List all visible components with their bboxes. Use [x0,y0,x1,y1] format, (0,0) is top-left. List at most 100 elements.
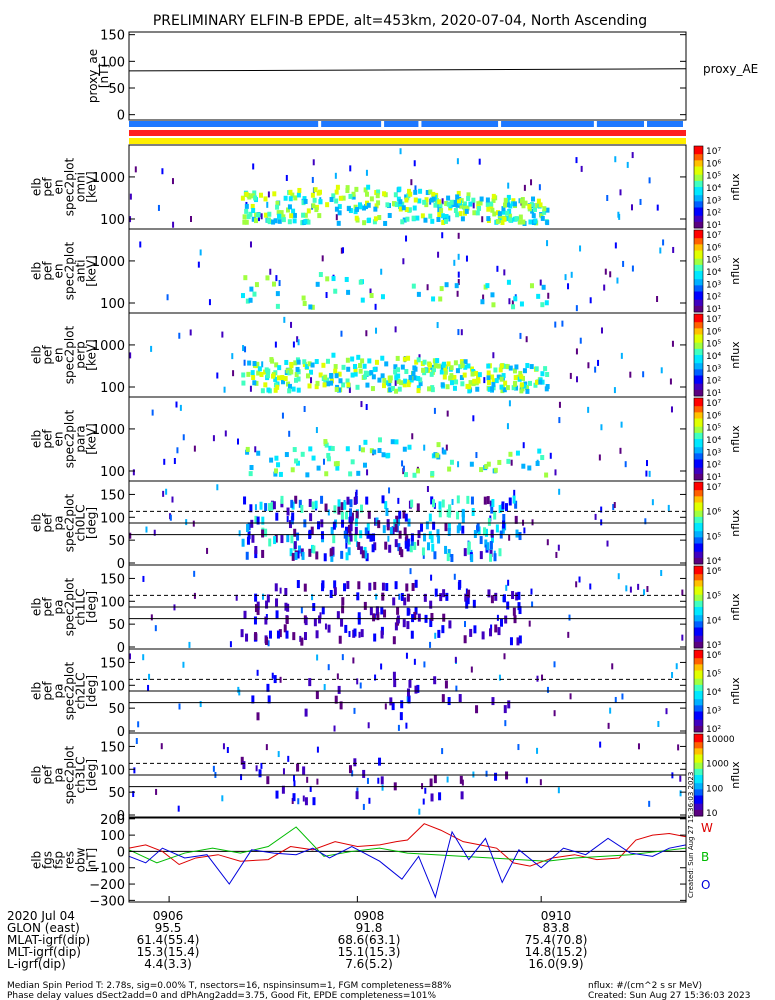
spec-perp-cell [522,383,527,389]
spec-ch0lc-cell [291,512,295,521]
spec-perp-cell [396,378,401,384]
spec-ch1lc-cell [441,625,445,634]
spec-para-ylabel-line: [keV] [85,423,99,454]
spec-ch3lc-cell [302,766,306,775]
fgs-ylabel-line: fsp [52,851,66,869]
spec-omni-colorbar-step [694,187,703,190]
spec-ch0lc-cell [272,501,276,510]
spec-perp-cell [356,354,361,360]
spec-ch0lc-cell [293,541,297,550]
spec-omni-cell [376,189,381,195]
spec-ch0lc-cell [463,548,467,557]
spec-ch1lc-cell [343,583,347,592]
spec-anti-cell [519,301,524,307]
spec-ch0lc-ytick-label: 50 [108,534,125,549]
spec-para-cell [269,457,274,463]
spec-para-colorbar-step [694,412,703,415]
spec-ch1lc-ylabel-line: elb [30,598,44,616]
spec-ch2lc-cell [475,705,479,714]
spec-perp-cell [519,374,524,380]
spec-perp-colorbar-step [694,379,703,383]
spec-ch2lc-cell [536,675,539,682]
spec-perp-cell [486,370,491,376]
spec-para-cell [535,461,540,467]
spec-ch0lc-cell [345,534,349,543]
spec-perp-cell [511,385,516,391]
spec-para-colorbar-step [694,439,703,442]
spec-anti-cell [506,279,511,285]
spec-anti-colorbar-step [694,297,703,301]
spec-ch2lc-cell [406,688,410,697]
spec-omni-cell [438,203,443,209]
spec-anti-cell [426,284,429,291]
spec-perp-cell [519,382,524,388]
spec-ch0lc-cell [446,509,450,518]
spec-para-cell [554,469,557,476]
spec-ch0lc-cell [347,524,351,533]
spec-ch3lc-colorbar-tick: 10 [706,809,718,819]
fgs-series-b [128,826,687,864]
spec-ch1lc-colorbar-step [694,590,703,594]
spec-para-cell [254,446,257,453]
spec-omni-cell [394,202,399,208]
spec-omni-cell [508,213,513,219]
spec-ch3lc-cell [536,747,539,754]
ephem-cell: 91.8 [356,921,383,935]
spec-omni-cell [287,219,292,225]
spec-ch2lc-cell [148,673,151,680]
spec-ch0lc-cell [398,510,402,519]
spec-ch1lc-cell [487,589,491,598]
spec-para-cell [508,451,513,457]
spec-omni-cell [373,206,378,212]
spec-ch3lc-cell [240,774,243,781]
spec-perp-cell [296,336,299,343]
spec-ch0lc-cell [406,543,410,552]
spec-omni-cell [440,213,445,219]
spec-anti-cell [243,275,248,281]
spec-para-cell [506,458,511,464]
spec-perp-cell [544,386,549,392]
spec-ch2lc-colorbar-step [694,695,703,698]
spec-perp-cell [261,361,264,368]
spec-anti-ylabel-line: [keV] [85,255,99,286]
spec-perp-colorbar-step [694,344,703,348]
spec-ch2lc-cell [609,707,612,714]
spec-omni-cell [486,216,491,222]
spec-ch0lc-cell [502,520,506,529]
spec-para-colorbar-step [694,422,703,426]
spec-omni-ylabel-line: en [52,180,66,195]
spec-ch0lc-cell [410,499,414,508]
spec-para-cell [358,445,361,452]
spec-ch1lc-cell [319,612,322,619]
spec-ch2lc-ylabel-line: spec2plot [63,661,77,720]
spec-ch0lc-cell [332,521,336,530]
spec-ch1lc-cell [321,583,325,592]
spec-omni-cell [521,219,526,225]
spec-ch0lc-cell [479,551,483,560]
spec-perp-cell [241,372,246,378]
spec-ch3lc-cell [240,756,244,765]
spec-ch3lc-cell [355,791,359,800]
spec-perp-cell [350,372,355,378]
spec-perp-cell [266,387,271,393]
spec-ch3lc-cell [304,797,308,806]
spec-ch3lc-cell [356,787,359,794]
spec-ch0lc-cell [495,524,499,533]
spec-perp-cell [519,332,522,339]
spec-perp-cell [280,375,285,381]
spec-omni-cell [466,196,471,202]
spec-omni-cell [497,211,502,217]
spec-ch1lc-cell [502,594,506,603]
spec-ch2lc-cell [352,657,355,664]
spec-perp-cell [269,357,274,363]
spec-ch1lc-cell [402,619,406,628]
spec-omni-colorbar-step [694,174,703,178]
spec-omni-cell [538,202,543,208]
spec-anti-colorbar-step [694,262,703,266]
spec-perp-cell [514,364,519,370]
spec-ch1lc-ytick-label: 150 [100,572,125,587]
spec-ch1lc-cell [193,570,196,577]
spec-anti-cell [511,304,516,310]
spec-ch2lc-cell [405,722,408,729]
